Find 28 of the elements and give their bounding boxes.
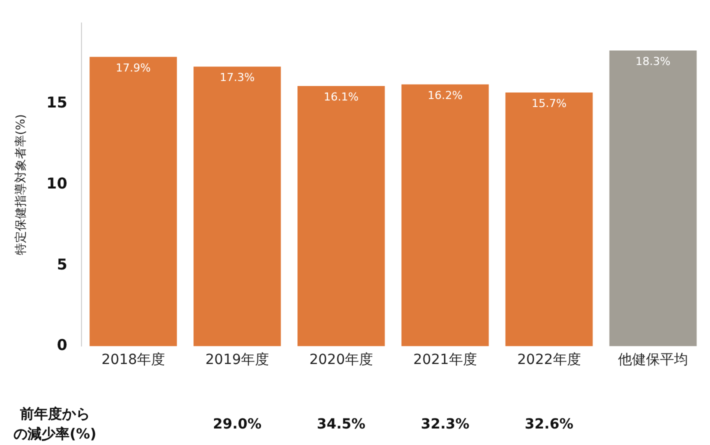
bar [298, 86, 385, 346]
y-tick-label: 10 [46, 174, 68, 192]
x-tick-label: 2022年度 [517, 352, 581, 368]
bar [505, 92, 593, 346]
data-label: 18.3% [636, 54, 670, 68]
data-label: 17.9% [116, 61, 151, 74]
x-tick-label: 2021年度 [413, 352, 477, 368]
bar [401, 84, 489, 346]
y-tick-label: 0 [56, 336, 68, 354]
x-tick-label: 2018年度 [101, 352, 166, 368]
text: 前年度からの減少率(%) [14, 406, 96, 443]
text: 32.6% [524, 416, 574, 433]
data-label: 17.3% [220, 70, 255, 84]
x-tick-label: 2019年度 [205, 352, 270, 368]
y-tick-label: 5 [56, 255, 68, 274]
bar [90, 56, 177, 346]
text: 32.3% [420, 416, 470, 433]
text: 29.0% [212, 416, 262, 433]
x-tick-label: 他健保平均 [618, 352, 688, 368]
bar [609, 50, 697, 346]
bar [194, 66, 281, 346]
y-tick-label: 15 [46, 94, 68, 112]
x-tick-label: 2020年度 [309, 352, 373, 368]
data-label: 16.2% [428, 88, 463, 102]
text: 34.5% [316, 416, 366, 433]
data-label: 16.1% [324, 90, 359, 104]
y-axis-title: 特定保健指導対象者率(%) [13, 114, 28, 255]
data-label: 15.7% [532, 96, 567, 110]
